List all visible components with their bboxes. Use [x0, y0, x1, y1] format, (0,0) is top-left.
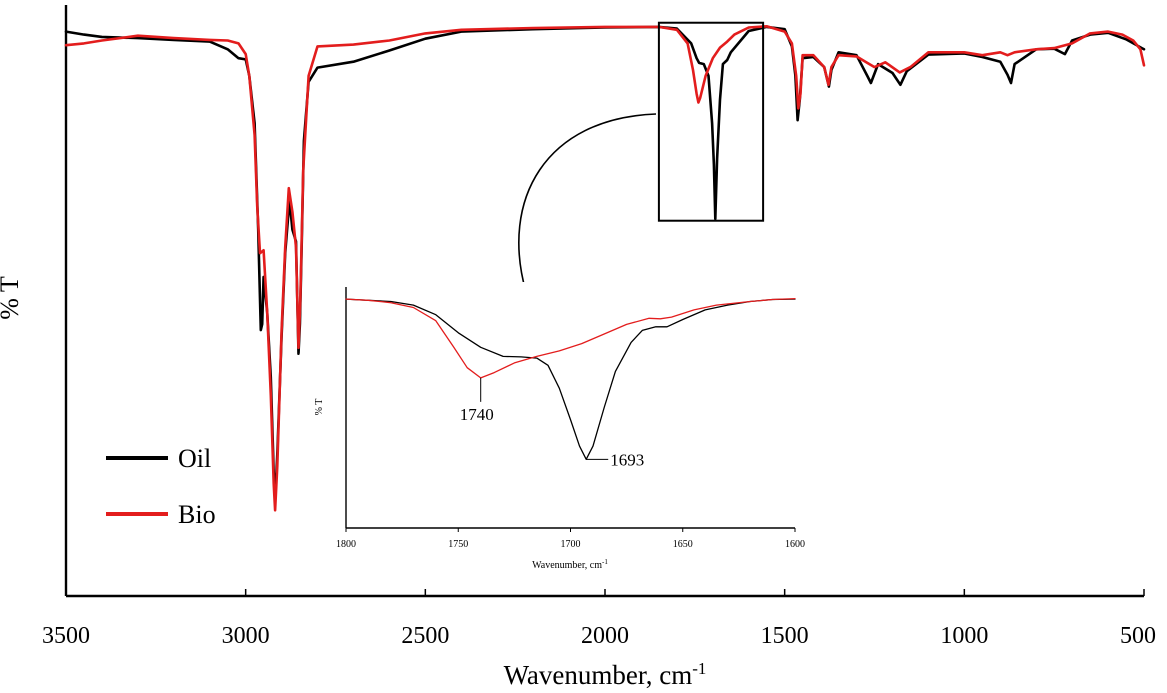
inset-plot: 1800 1750 1700 1650 1600 1740 1693 % T Wavenu…: [314, 282, 805, 572]
inset-series-oil-line: [345, 298, 796, 460]
inset-x-tick-label: 1800: [336, 539, 356, 550]
main-x-tick-label: 2500: [401, 623, 449, 649]
main-x-tick-label: 1000: [940, 623, 988, 649]
inset-background: [339, 282, 801, 572]
inset-x-tick-label: 1750: [448, 539, 468, 550]
inset-x-axis-label: Wavenumber, cm-1: [532, 558, 608, 571]
legend-label-oil: Oil: [178, 444, 211, 473]
inset-series-bio-line: [345, 297, 796, 379]
main-x-tick-label: 2000: [581, 623, 629, 649]
main-x-axis-label: Wavenumber, cm-1: [504, 659, 707, 690]
legend-label-bio: Bio: [178, 500, 216, 529]
zoom-callout-arrow: [518, 113, 657, 293]
main-series-bio-line: [64, 25, 1146, 512]
annotation-label-1693: 1693: [610, 450, 644, 469]
legend: Oil Bio: [106, 444, 216, 529]
main-x-tick-label: 3000: [222, 623, 270, 649]
inset-x-tick-label: 1650: [673, 539, 693, 550]
main-plot: 3500 3000 2500 2000 1500 1000 500 % T Wavenumb…: [0, 5, 1156, 690]
inset-x-tick-label: 1600: [785, 539, 805, 550]
main-y-axis-label: % T: [0, 276, 24, 320]
inset-x-tick-label: 1700: [561, 539, 581, 550]
main-x-tick-label: 3500: [42, 623, 90, 649]
zoom-region-box: [657, 21, 765, 222]
annotation-label-1740: 1740: [460, 405, 494, 424]
inset-y-axis-label: % T: [314, 399, 325, 416]
main-x-tick-label: 1500: [761, 623, 809, 649]
main-x-tick-label: 500: [1120, 623, 1156, 649]
